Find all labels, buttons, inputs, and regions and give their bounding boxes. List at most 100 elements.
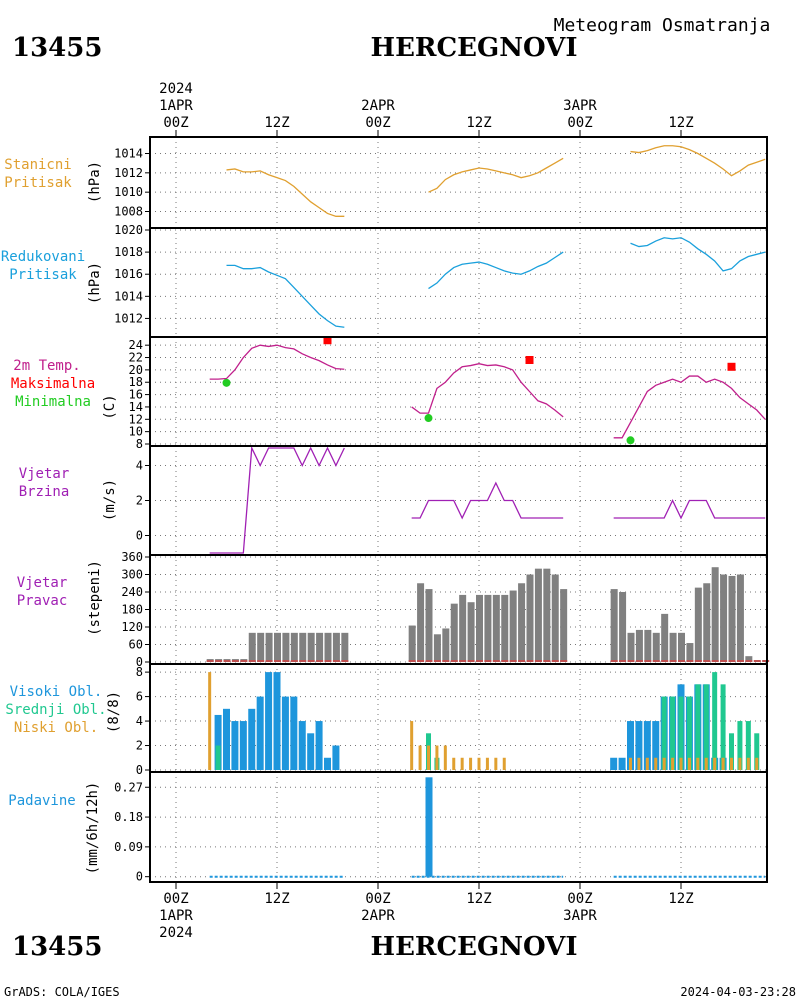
max-temp-marker bbox=[525, 356, 534, 364]
wind-dir-base bbox=[728, 660, 736, 662]
wind-dir-base bbox=[644, 660, 652, 662]
y-tick-label: 24 bbox=[129, 338, 143, 352]
timestamp: 2024-04-03-23:28 bbox=[680, 985, 796, 999]
reduced-pressure-line bbox=[226, 264, 345, 328]
wind-dir-base bbox=[509, 660, 517, 662]
y-tick-label: 360 bbox=[121, 550, 143, 564]
wind-dir-base bbox=[661, 660, 669, 662]
bottom-tick-label: 12Z bbox=[668, 891, 693, 907]
cloud-bar-0 bbox=[332, 745, 340, 770]
cloud-bar-1 bbox=[686, 696, 692, 770]
cloud-bar-0 bbox=[214, 714, 222, 770]
wind-dir-bar bbox=[299, 632, 307, 662]
y-tick-label: 0 bbox=[136, 655, 143, 669]
wind-dir-bar bbox=[703, 583, 711, 662]
station-pressure-label-2: Pritisak bbox=[4, 175, 72, 191]
top-tick-label: 12Z bbox=[264, 115, 289, 131]
y-tick-label: 8 bbox=[136, 665, 143, 679]
y-tick-label: 8 bbox=[136, 437, 143, 451]
plot-frame bbox=[149, 136, 768, 883]
min-temp-marker bbox=[222, 378, 231, 387]
wind-dir-base bbox=[417, 660, 425, 662]
wind-dir-base bbox=[467, 660, 475, 662]
wind-dir-bar bbox=[425, 589, 433, 662]
cloud-bar-2 bbox=[427, 745, 431, 770]
cloud-bar-2 bbox=[746, 757, 750, 770]
y-tick-label: 1012 bbox=[114, 311, 143, 325]
wind-dir-bar bbox=[408, 625, 416, 662]
wind-dir-base bbox=[720, 660, 728, 662]
y-tick-label: 0 bbox=[136, 870, 143, 884]
wind-dir-bar bbox=[433, 634, 441, 662]
cloud-bar-1 bbox=[678, 696, 684, 770]
wind-dir-bar bbox=[290, 632, 298, 662]
cloud-bar-2 bbox=[637, 757, 641, 770]
plot-layer: 1008101010121014101210141016101810208101… bbox=[114, 130, 770, 889]
cloud-bar-1 bbox=[695, 684, 701, 770]
bottom-tick-label: 00Z bbox=[567, 891, 592, 907]
top-day-1: 1APR bbox=[159, 98, 193, 114]
top-tick-label: 12Z bbox=[466, 115, 491, 131]
y-tick-label: 0 bbox=[136, 529, 143, 543]
station-pressure-label-1: Stanicni bbox=[4, 157, 71, 173]
wind-dir-bar bbox=[450, 603, 458, 662]
wind-speed-label-1: Vjetar bbox=[19, 466, 70, 482]
y-tick-label: 60 bbox=[129, 638, 143, 652]
wind-dir-bar bbox=[736, 574, 744, 662]
cloud-bar-0 bbox=[290, 696, 298, 770]
cloud-bar-0 bbox=[223, 708, 231, 770]
wind-dir-bar bbox=[257, 632, 265, 662]
cloud-bar-1 bbox=[737, 721, 743, 770]
temperature-line bbox=[411, 363, 564, 418]
cloud-bar-0 bbox=[265, 672, 273, 770]
cloud-bar-2 bbox=[662, 757, 666, 770]
cloud-bar-0 bbox=[298, 721, 306, 770]
wind-dir-base bbox=[492, 660, 500, 662]
y-tick-label: 0.18 bbox=[114, 810, 143, 824]
wind-dir-base bbox=[627, 660, 635, 662]
wind-dir-base bbox=[484, 660, 492, 662]
cloud-bar-2 bbox=[477, 757, 481, 770]
cloud-bar-2 bbox=[738, 757, 742, 770]
y-tick-label: 12 bbox=[129, 412, 143, 426]
wind-dir-base bbox=[711, 660, 719, 662]
wind-dir-bar bbox=[551, 574, 559, 662]
y-tick-label: 10 bbox=[129, 425, 143, 439]
wind-dir-base bbox=[543, 660, 551, 662]
credit: GrADS: COLA/IGES bbox=[4, 985, 120, 999]
cloud-bar-1 bbox=[703, 684, 709, 770]
wind-dir-bar bbox=[652, 632, 660, 662]
bottom-tick-label: 00Z bbox=[365, 891, 390, 907]
wind-dir-bar bbox=[265, 632, 273, 662]
wind-dir-base bbox=[518, 660, 526, 662]
y-tick-label: 300 bbox=[121, 568, 143, 582]
cloud-bar-2 bbox=[721, 757, 725, 770]
wind-dir-base bbox=[248, 660, 256, 662]
wind-dir-label-2: Pravac bbox=[17, 593, 68, 609]
min-temp-marker bbox=[626, 436, 635, 445]
y-tick-label: 0 bbox=[136, 763, 143, 777]
cloud-bar-2 bbox=[730, 757, 734, 770]
temp-unit: (C) bbox=[102, 394, 118, 419]
cloud-bar-1 bbox=[670, 696, 676, 770]
wind-dir-base bbox=[442, 660, 450, 662]
wind-dir-base bbox=[215, 660, 223, 662]
y-tick-label: 0.27 bbox=[114, 780, 143, 794]
subtitle: Meteogram Osmatranja bbox=[554, 15, 771, 36]
cloud-bar-2 bbox=[452, 757, 456, 770]
reduced-pressure-line bbox=[428, 251, 564, 290]
wind-dir-bar bbox=[661, 613, 669, 662]
cloud-bar-0 bbox=[273, 672, 281, 770]
cloud-bar-2 bbox=[713, 757, 717, 770]
top-day-2: 2APR bbox=[361, 98, 395, 114]
wind-dir-base bbox=[299, 660, 307, 662]
wind-dir-bar bbox=[332, 632, 340, 662]
cloud-bar-2 bbox=[460, 757, 464, 770]
cloud-bar-0 bbox=[315, 721, 323, 770]
wind-speed-unit: (m/s) bbox=[102, 479, 118, 521]
cloud-bar-2 bbox=[410, 721, 414, 770]
bottom-day-3: 3APR bbox=[563, 908, 597, 924]
cloud-bar-2 bbox=[671, 757, 675, 770]
cloud-bar-0 bbox=[307, 733, 315, 770]
